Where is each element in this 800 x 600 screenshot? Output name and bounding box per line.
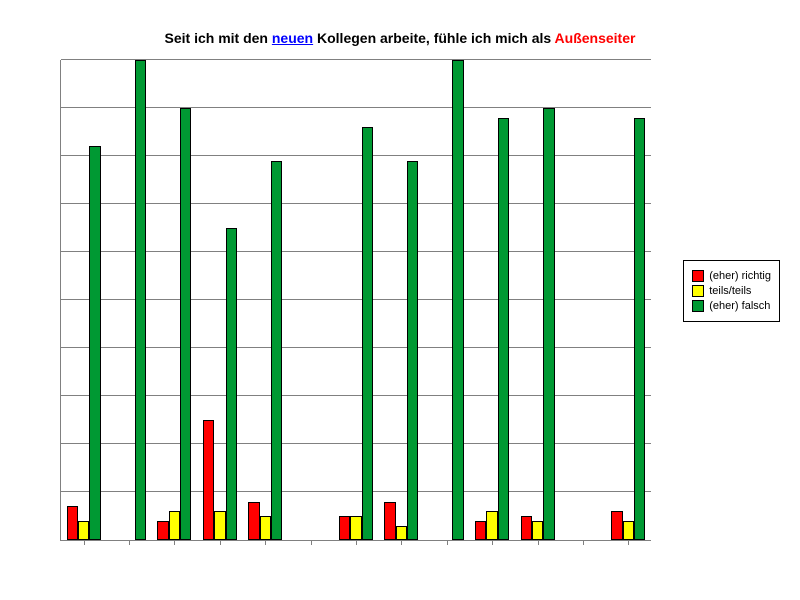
bar-teils <box>486 511 497 540</box>
gridline <box>61 299 651 300</box>
bar-falsch <box>543 108 554 540</box>
x-tick <box>583 540 584 545</box>
legend-swatch <box>692 270 704 282</box>
bar-falsch <box>226 228 237 540</box>
bar-falsch <box>180 108 191 540</box>
legend-item: teils/teils <box>692 285 771 297</box>
bar-falsch <box>407 161 418 540</box>
bar-richtig <box>67 506 78 540</box>
title-word: Seit ich mit den <box>165 30 272 46</box>
bar-richtig <box>521 516 532 540</box>
bar-teils <box>350 516 361 540</box>
bar-teils <box>532 521 543 540</box>
x-tick <box>356 540 357 545</box>
bar-richtig <box>203 420 214 540</box>
gridline <box>61 203 651 204</box>
x-tick <box>492 540 493 545</box>
chart-title: Seit ich mit den neuen Kollegen arbeite,… <box>0 30 800 46</box>
bar-teils <box>214 511 225 540</box>
x-tick <box>447 540 448 545</box>
x-tick <box>538 540 539 545</box>
gridline <box>61 443 651 444</box>
legend-swatch <box>692 300 704 312</box>
bar-richtig <box>475 521 486 540</box>
gridline <box>61 395 651 396</box>
x-tick <box>84 540 85 545</box>
plot-area <box>60 60 651 541</box>
gridline <box>61 155 651 156</box>
bar-teils <box>78 521 89 540</box>
bar-falsch <box>271 161 282 540</box>
legend-label: teils/teils <box>709 285 751 297</box>
bar-teils <box>623 521 634 540</box>
x-tick <box>129 540 130 545</box>
x-tick <box>174 540 175 545</box>
gridline <box>61 107 651 108</box>
bar-richtig <box>384 502 395 540</box>
title-word: Kollegen arbeite, fühle ich mich als <box>313 30 554 46</box>
title-word: Außenseiter <box>555 30 636 46</box>
chart-container: Seit ich mit den neuen Kollegen arbeite,… <box>0 0 800 600</box>
bar-richtig <box>248 502 259 540</box>
gridline <box>61 59 651 60</box>
bar-richtig <box>611 511 622 540</box>
x-tick <box>220 540 221 545</box>
x-tick <box>628 540 629 545</box>
legend-label: (eher) falsch <box>709 300 770 312</box>
bar-teils <box>396 526 407 540</box>
bar-teils <box>260 516 271 540</box>
bar-falsch <box>452 60 463 540</box>
legend-label: (eher) richtig <box>709 270 771 282</box>
legend-item: (eher) falsch <box>692 300 771 312</box>
bar-falsch <box>89 146 100 540</box>
legend: (eher) richtig teils/teils (eher) falsch <box>683 260 780 322</box>
x-tick <box>265 540 266 545</box>
legend-item: (eher) richtig <box>692 270 771 282</box>
bar-falsch <box>362 127 373 540</box>
bar-richtig <box>157 521 168 540</box>
bar-falsch <box>135 60 146 540</box>
x-tick <box>401 540 402 545</box>
title-word: neuen <box>272 30 313 46</box>
bar-teils <box>169 511 180 540</box>
gridline <box>61 347 651 348</box>
legend-swatch <box>692 285 704 297</box>
bar-richtig <box>339 516 350 540</box>
gridline <box>61 251 651 252</box>
x-tick <box>311 540 312 545</box>
bar-falsch <box>634 118 645 540</box>
bar-falsch <box>498 118 509 540</box>
gridline <box>61 491 651 492</box>
